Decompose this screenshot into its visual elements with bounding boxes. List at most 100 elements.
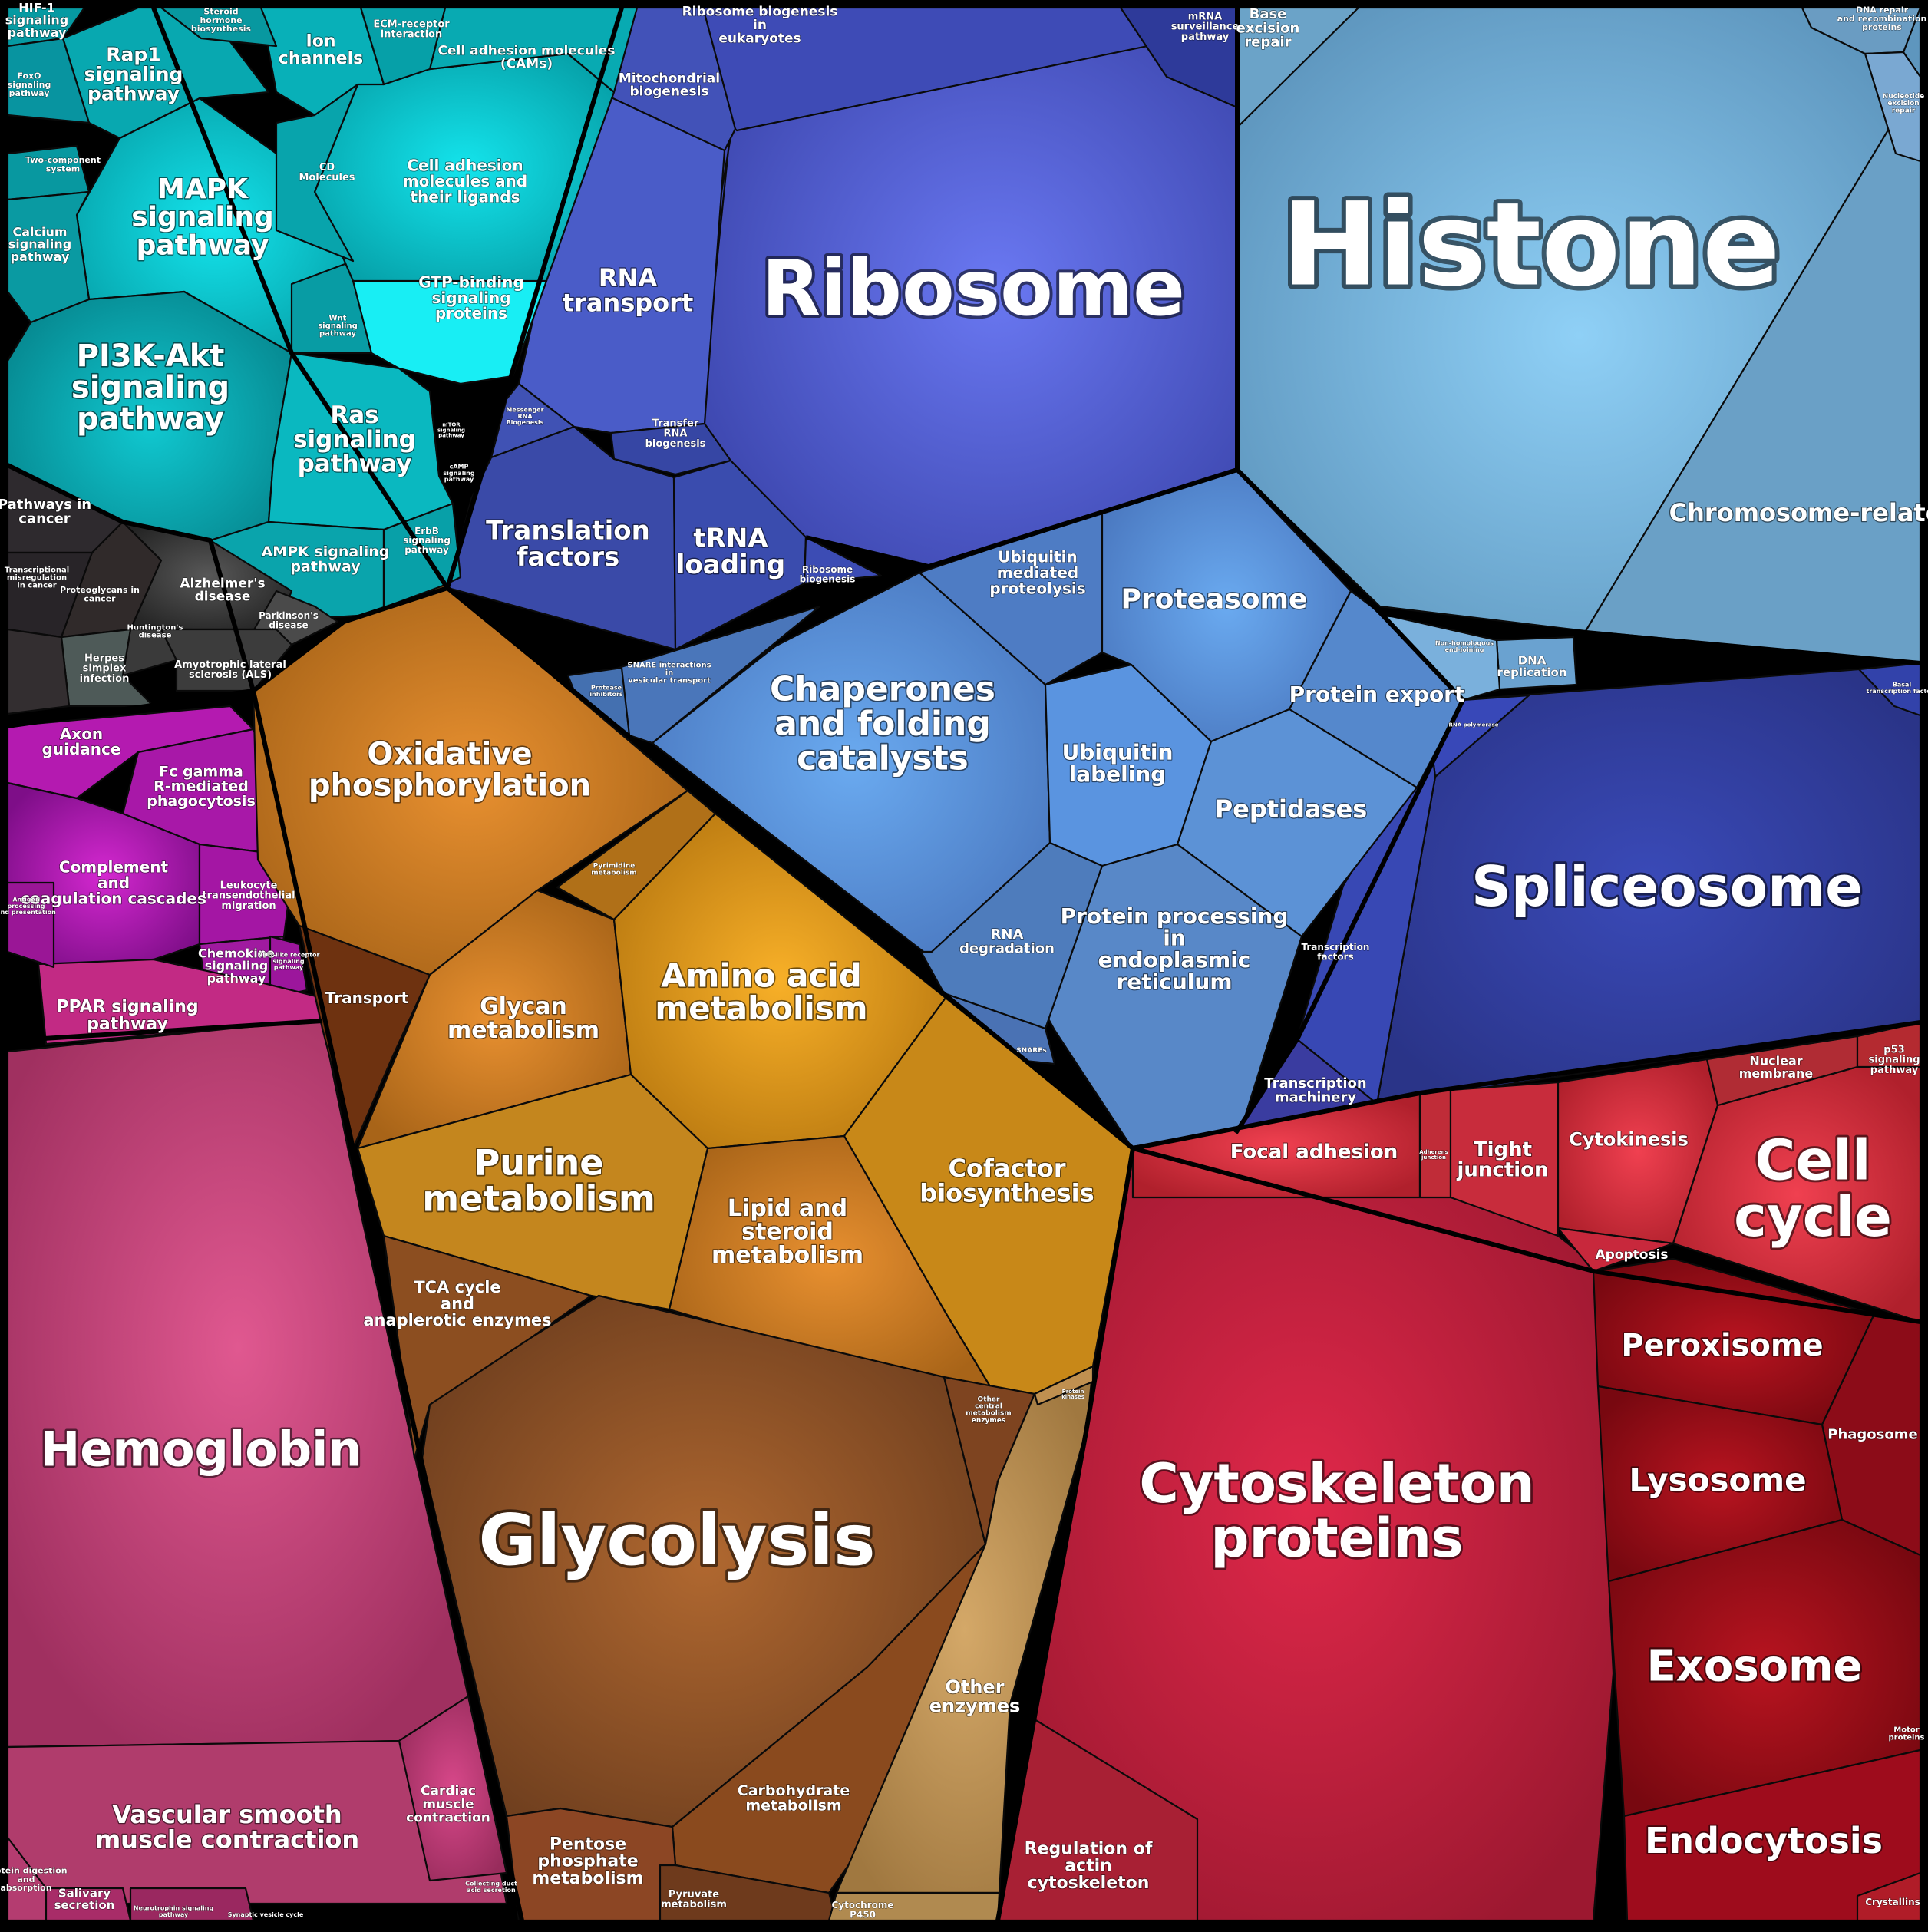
boundary-11 — [151, 6, 450, 590]
cell-transfer-rna-biogenesis[interactable] — [609, 422, 732, 476]
boundary-8 — [251, 690, 524, 1921]
boundary-10 — [6, 463, 256, 692]
label-herpes: Herpes simplex infection — [80, 652, 130, 685]
label-hif1: HIF-1 signaling pathway — [5, 0, 68, 40]
label-complement: Complement and coagulation cascades — [21, 858, 206, 908]
label-vascular: Vascular smooth muscle contraction — [95, 1800, 359, 1854]
label-ribosome-biogenesis-euk: Ribosome biogenesis in eukaryotes — [682, 5, 838, 47]
group-cellular-structure — [996, 1021, 1922, 1922]
label-cytoskeleton: Cytoskeleton proteins — [1139, 1452, 1534, 1570]
label-ion-channels: Ion channels — [279, 31, 363, 68]
label-hemoglobin: Hemoglobin — [40, 1422, 362, 1478]
label-protein-processing-er: Protein processing in endoplasmic reticulum — [1061, 903, 1289, 995]
cell-cd-molecules[interactable] — [275, 83, 359, 263]
label-axon-guidance: Axon guidance — [42, 725, 121, 758]
label-ras: Ras signaling pathway — [293, 401, 416, 477]
group-genetic — [447, 6, 1922, 1134]
label-antigen: Antigen processing and presentation — [0, 897, 56, 916]
boundary-3 — [446, 586, 1921, 1151]
label-transcriptional-misreg: Transcriptional misregulation in cancer — [5, 566, 69, 590]
label-nod: NOD-like receptor signaling pathway — [258, 952, 320, 971]
label-messenger-rna-biogenesis: Messenger RNA Biogenesis — [506, 407, 543, 426]
label-steroid-hormone: Steroid hormone biosynthesis — [191, 7, 252, 34]
label-mitochondrial-biogenesis: Mitochondrial biogenesis — [619, 71, 720, 99]
cell-cardiac[interactable] — [398, 1695, 508, 1882]
label-ubiquitin-labeling: Ubiquitin labeling — [1062, 740, 1174, 788]
label-trna-loading: tRNA loading — [676, 523, 786, 581]
label-chaperones: Chaperones and folding catalysts — [770, 670, 995, 778]
label-cell-adhesion-ligands: Cell adhesion molecules and their ligands — [403, 157, 527, 206]
label-ubiquitin-mediated: Ubiquitin mediated proteolysis — [989, 548, 1085, 598]
label-cell-cycle: Cell cycle — [1734, 1128, 1892, 1248]
group-diseases — [6, 464, 339, 715]
label-rna-polymerase: RNA polymerase — [1448, 722, 1498, 728]
label-protease-inhibitors: Protease inhibitors — [589, 685, 623, 698]
label-protein-kinases: Protein kinases — [1061, 1389, 1084, 1400]
label-two-component: Two-component system — [25, 155, 101, 173]
label-huntingtons: Huntington's disease — [127, 623, 183, 639]
label-dna-replication: DNA replication — [1497, 654, 1567, 679]
label-salivary: Salivary secretion — [54, 1887, 115, 1912]
label-focal-adhesion: Focal adhesion — [1230, 1141, 1398, 1164]
label-pyruvate: Pyruvate metabolism — [661, 1889, 727, 1911]
group-chromatin — [1236, 6, 1922, 702]
label-snares: SNAREs — [1016, 1047, 1046, 1055]
label-pentose: Pentose phosphate metabolism — [532, 1835, 643, 1888]
label-pi3k: PI3K-Akt signaling pathway — [71, 339, 229, 437]
label-adherens: Adherens junction — [1419, 1149, 1448, 1161]
label-motor-proteins: Motor proteins — [1888, 1726, 1924, 1742]
cell-nod[interactable] — [269, 935, 309, 999]
cell-disease-misc[interactable] — [6, 628, 71, 715]
label-mapk: MAPK signaling pathway — [131, 173, 274, 261]
cell-ribosome-biogenesis[interactable] — [803, 536, 883, 585]
label-transfer-rna-biogenesis: Transfer RNA biogenesis — [645, 418, 706, 450]
label-wnt: Wnt signaling pathway — [318, 314, 358, 338]
label-chemokine: Chemokine signaling pathway — [198, 946, 275, 986]
label-proteoglycans: Proteoglycans in cancer — [60, 585, 140, 603]
boundary-9 — [7, 1019, 323, 1043]
label-carbohydrate: Carbohydrate metabolism — [738, 1782, 850, 1814]
label-lysosome: Lysosome — [1629, 1461, 1806, 1499]
label-collecting-duct: Collecting duct acid secretion — [465, 1881, 517, 1894]
label-parkinsons: Parkinson's disease — [259, 610, 319, 630]
label-base-excision-repair: Base excision repair — [1236, 6, 1300, 51]
group-metabolism — [252, 583, 1134, 1922]
label-neurotrophin: Neurotrophin signaling pathway — [134, 1905, 214, 1918]
label-amino-acid-metabolism: Amino acid metabolism — [655, 956, 867, 1027]
boundary-2 — [7, 586, 448, 728]
label-translation-factors: Translation factors — [486, 516, 650, 573]
label-cardiac: Cardiac muscle contraction — [406, 1784, 490, 1826]
label-peptidases: Peptidases — [1215, 794, 1368, 824]
label-regulation-actin: Regulation of actin cytoskeleton — [1025, 1839, 1153, 1893]
cell-apoptosis[interactable] — [1557, 1227, 1675, 1273]
label-apoptosis: Apoptosis — [1595, 1247, 1668, 1263]
label-synaptic-vesicle: Synaptic vesicle cycle — [228, 1911, 304, 1918]
label-pyrimidine: Pyrimidine metabolism — [591, 863, 636, 877]
cell-tight-junction[interactable] — [1449, 1081, 1560, 1237]
group-immune — [6, 705, 324, 1045]
label-calcium: Calcium signaling pathway — [8, 224, 71, 264]
label-tight-junction: Tight junction — [1456, 1138, 1548, 1182]
group-boundary-lines — [445, 7, 624, 589]
label-rap1: Rap1 signaling pathway — [84, 43, 183, 104]
cell-adherens[interactable] — [1418, 1088, 1452, 1199]
label-cytochrome: Cytochrome P450 — [831, 1900, 893, 1920]
cell-peptidases[interactable] — [1176, 708, 1418, 938]
label-chromosome-related: Chromosome-related — [1669, 498, 1928, 527]
label-transport: Transport — [325, 989, 409, 1007]
label-foxo: FoxO signaling pathway — [8, 71, 51, 98]
label-ampk: AMPK signaling pathway — [262, 543, 390, 575]
cell-transport[interactable] — [298, 924, 431, 1150]
label-gtp-binding: GTP-binding signaling proteins — [418, 272, 523, 322]
label-purine-metabolism: Purine metabolism — [422, 1142, 655, 1220]
label-als: Amyotrophic lateral sclerosis (ALS) — [174, 659, 286, 681]
label-ecm-receptor: ECM-receptor interaction — [373, 18, 450, 40]
group-signaling — [6, 6, 639, 620]
group-protein-processing — [566, 468, 1464, 1148]
label-camp: cAMP signaling pathway — [443, 464, 475, 483]
